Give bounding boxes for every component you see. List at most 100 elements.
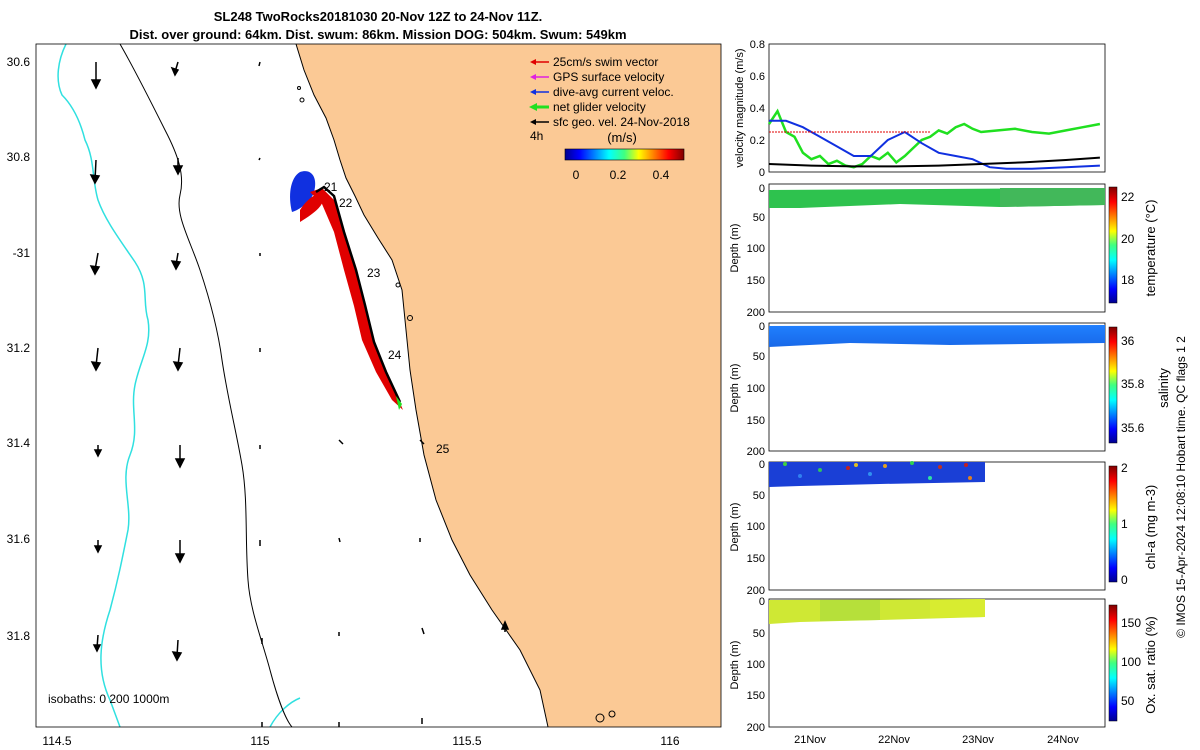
day-label-25: 25 xyxy=(436,442,450,456)
depth-tick: 200 xyxy=(747,585,765,597)
swim-vector-cluster xyxy=(300,194,323,222)
chla-point xyxy=(783,462,787,466)
depth-tick: 150 xyxy=(747,690,765,702)
coastline xyxy=(295,44,549,727)
legend-item-sfc-geo-velocity: sfc geo. vel. 24-Nov-2018 xyxy=(530,115,690,129)
salinity-y-label: Depth (m) xyxy=(729,364,741,413)
chla-section xyxy=(769,462,985,487)
map-x-tick: 114.5 xyxy=(42,734,71,748)
velocity-series xyxy=(767,108,1101,170)
colorbar-tick: 0.2 xyxy=(610,168,627,182)
map-frame xyxy=(35,43,722,728)
time-tick: 23Nov xyxy=(962,734,994,746)
legend-label: 25cm/s swim vector xyxy=(553,55,658,69)
depth-tick: 50 xyxy=(753,628,765,640)
chla-cbar-tick: 1 xyxy=(1121,517,1128,531)
oxygen-section-shade xyxy=(820,600,880,621)
isobath-1000m xyxy=(57,44,150,727)
depth-tick: 200 xyxy=(747,446,765,458)
map-y-axis: 30.6 30.8 -31 31.2 31.4 31.6 31.8 xyxy=(7,55,31,643)
map-x-tick: 115 xyxy=(250,734,269,748)
map-y-tick: 31.8 xyxy=(7,629,31,643)
colorbar-tick: 0 xyxy=(573,168,580,182)
salinity-cbar-label: salinity xyxy=(1156,368,1171,408)
depth-tick: 50 xyxy=(753,212,765,224)
land xyxy=(296,44,721,727)
legend-label: net glider velocity xyxy=(553,100,646,114)
depth-tick: 0 xyxy=(759,459,765,471)
oxygen-cbar-tick: 100 xyxy=(1121,655,1141,669)
temperature-colorbar xyxy=(1108,186,1118,304)
swim-vector-track xyxy=(310,188,403,410)
dive-avg-current-cluster xyxy=(290,171,316,212)
time-tick: 24Nov xyxy=(1047,734,1079,746)
oxygen-colorbar xyxy=(1108,604,1118,722)
oxygen-panel: 150 100 50 Ox. sat. ratio (%) 0 50 100 1… xyxy=(729,596,1158,746)
depth-tick: 100 xyxy=(747,243,765,255)
map-x-tick: 116 xyxy=(660,734,679,748)
chla-y-axis: 0 50 100 150 200 xyxy=(747,459,765,597)
isobath-1000m-fragment xyxy=(269,697,301,727)
chla-point xyxy=(818,468,822,472)
day-label-21: 21 xyxy=(324,180,338,194)
depth-tick: 100 xyxy=(747,521,765,533)
map-x-axis: 114.5 115 115.5 116 xyxy=(42,734,679,748)
salinity-cbar-tick: 36 xyxy=(1121,334,1135,348)
velocity-y-tick: 0.6 xyxy=(750,71,765,83)
isobath-200m xyxy=(119,44,293,727)
velocity-y-tick: 0.4 xyxy=(750,103,765,115)
oxygen-cbar-tick: 150 xyxy=(1121,616,1141,630)
legend-scale-label: 4h xyxy=(530,129,543,143)
temperature-y-label: Depth (m) xyxy=(729,224,741,273)
chla-point xyxy=(883,464,887,468)
map-legend: 25cm/s swim vector GPS surface velocity … xyxy=(529,55,690,182)
depth-tick: 0 xyxy=(759,183,765,195)
temperature-cbar-tick: 18 xyxy=(1121,273,1135,287)
velocity-series-line xyxy=(767,108,1101,169)
chla-colorbar xyxy=(1108,465,1118,583)
salinity-y-axis: 0 50 100 150 200 xyxy=(747,321,765,458)
map-y-tick: 30.6 xyxy=(7,55,31,69)
chla-panel: 2 1 0 chl-a (mg m-3) 0 50 100 150 200 De… xyxy=(729,459,1158,597)
depth-tick: 50 xyxy=(753,490,765,502)
credit-text: © IMOS 15-Apr-2024 12:08:10 Hobart time.… xyxy=(1174,336,1188,638)
chla-point xyxy=(964,463,968,467)
map-y-tick: 31.4 xyxy=(7,436,31,450)
depth-tick: 100 xyxy=(747,659,765,671)
depth-tick: 150 xyxy=(747,553,765,565)
velocity-y-tick: 0.8 xyxy=(750,39,765,51)
oxygen-y-axis: 0 50 100 150 200 xyxy=(747,596,765,734)
salinity-panel: 36 35.8 35.6 salinity 0 50 100 150 200 D… xyxy=(729,321,1171,458)
velocity-series-line xyxy=(769,119,1100,170)
colorbar-title: (m/s) xyxy=(607,130,637,145)
time-x-axis: 21Nov 22Nov 23Nov 24Nov xyxy=(794,734,1079,746)
time-tick: 21Nov xyxy=(794,734,826,746)
velocity-y-tick: 0.2 xyxy=(750,135,765,147)
map-y-tick: 31.2 xyxy=(7,341,31,355)
legend-item-gps-velocity: GPS surface velocity xyxy=(530,70,664,84)
title-line-2: Dist. over ground: 64km. Dist. swum: 86k… xyxy=(129,27,626,42)
temperature-y-axis: 0 50 100 150 200 xyxy=(747,183,765,319)
temperature-cbar-tick: 20 xyxy=(1121,232,1135,246)
depth-tick: 150 xyxy=(747,415,765,427)
temperature-cbar-label: temperature (°C) xyxy=(1143,200,1158,297)
chla-y-label: Depth (m) xyxy=(729,503,741,552)
title-line-1: SL248 TwoRocks20181030 20-Nov 12Z to 24-… xyxy=(214,9,543,24)
depth-tick: 200 xyxy=(747,722,765,734)
chla-cbar-tick: 0 xyxy=(1121,573,1128,587)
velocity-y-label: velocity magnitude (m/s) xyxy=(734,48,746,167)
depth-tick: 0 xyxy=(759,596,765,608)
net-glider-end xyxy=(396,396,402,410)
chla-point xyxy=(968,476,972,480)
chla-point xyxy=(868,472,872,476)
chla-point xyxy=(846,466,850,470)
islands xyxy=(297,86,616,723)
chla-point xyxy=(798,474,802,478)
velocity-y-tick: 0 xyxy=(759,167,765,179)
isobaths-label: isobaths: 0 200 1000m xyxy=(48,692,169,706)
chla-cbar-tick: 2 xyxy=(1121,461,1128,475)
legend-label: dive-avg current veloc. xyxy=(553,85,674,99)
map-panel: 21 22 23 24 25 isobaths: 0 200 1000m 114… xyxy=(7,43,722,748)
chla-cbar-label: chl-a (mg m-3) xyxy=(1143,485,1158,570)
